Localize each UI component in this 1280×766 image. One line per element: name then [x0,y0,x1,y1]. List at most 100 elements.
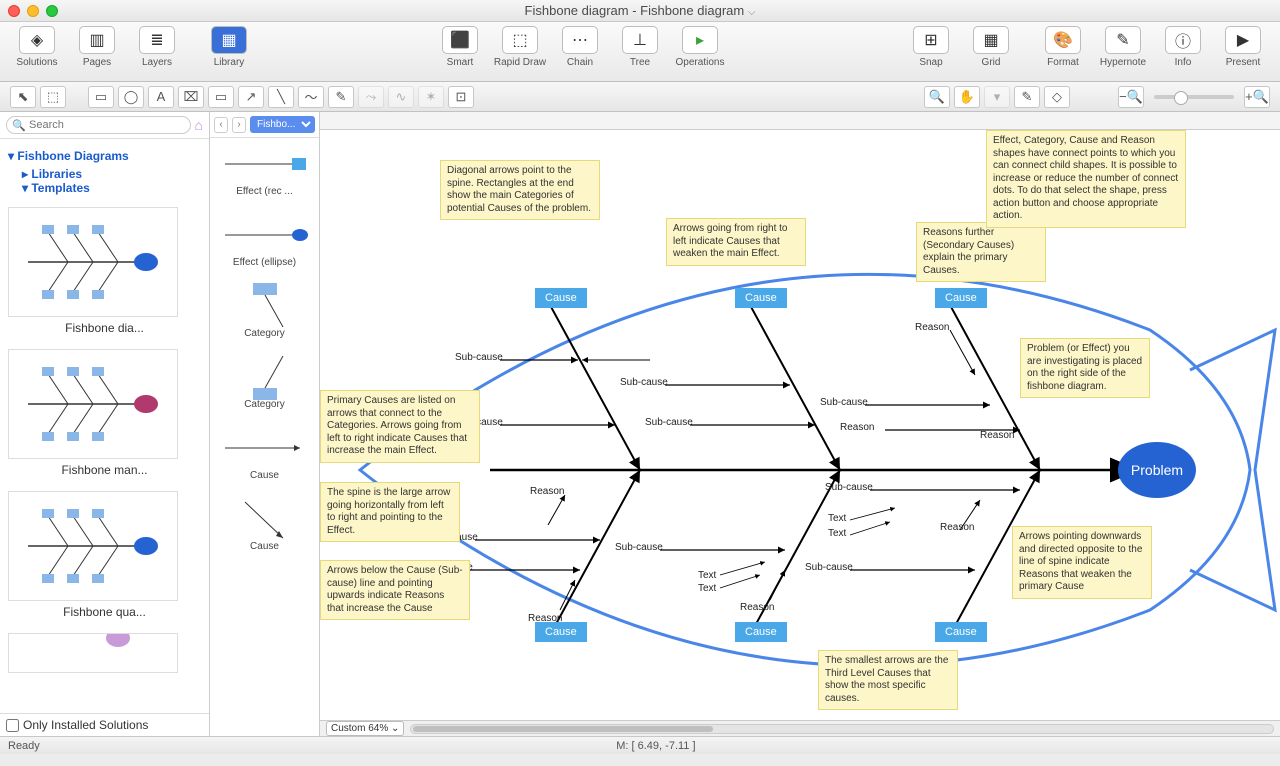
connector-tool[interactable]: ⤳ [358,86,384,108]
library-button[interactable]: ▦Library [202,26,256,68]
curve-tool[interactable]: 〜 [298,86,324,108]
note[interactable]: Diagonal arrows point to the spine. Rect… [440,160,600,220]
callout-tool[interactable]: ▭ [208,86,234,108]
pen-tool[interactable]: ✎ [328,86,354,108]
grid-button[interactable]: ▦ Grid [964,26,1018,68]
shape-toolbar: ⬉ ⬚ ▭ ◯ A ⌧ ▭ ↗ ╲ 〜 ✎ ⤳ ∿ ✶ ⊡ 🔍 ✋ ▾ ✎ ◇ … [0,82,1280,112]
eraser-tool[interactable]: ◇ [1044,86,1070,108]
cause-box[interactable]: Cause [935,622,987,642]
format-label: Format [1047,57,1079,68]
stencil-item[interactable]: Effect (ellipse) [214,215,315,268]
pan-tool[interactable]: ✋ [954,86,980,108]
zoom-in-button[interactable]: +🔍 [1244,86,1270,108]
reason-label: Reason [740,602,774,613]
cause-box[interactable]: Cause [735,622,787,642]
note[interactable]: Problem (or Effect) you are investigatin… [1020,338,1150,398]
rapid-draw-button[interactable]: ⬚Rapid Draw [493,26,547,68]
grid-icon: ▦ [973,26,1009,54]
note[interactable]: Effect, Category, Cause and Reason shape… [986,130,1186,228]
search-input[interactable] [6,116,191,134]
subcause-label: Sub-cause [820,397,868,408]
stencil-body: Effect (rec ... Effect (ellipse) Categor… [210,138,319,736]
snap-button[interactable]: ⊞ Snap [904,26,958,68]
arrow-tool[interactable]: ↗ [238,86,264,108]
format-button[interactable]: 🎨Format [1036,26,1090,68]
template-item[interactable]: Fishbone qua... [8,491,201,619]
stencil-item[interactable]: Category [214,286,315,339]
tree-button[interactable]: ⊥Tree [613,26,667,68]
stamp-tool[interactable]: ▾ [984,86,1010,108]
zoom-slider[interactable] [1154,95,1234,99]
ellipse-tool[interactable]: ◯ [118,86,144,108]
note[interactable]: Arrows pointing downwards and directed o… [1012,526,1152,599]
snap-icon: ⊞ [913,26,949,54]
smart-button[interactable]: ⬛Smart [433,26,487,68]
title-chevron-icon[interactable]: ⌵ [748,7,756,18]
hscrollbar-thumb[interactable] [413,726,713,732]
hypernote-button[interactable]: ✎Hypernote [1096,26,1150,68]
cause-box[interactable]: Cause [935,288,987,308]
cause-box[interactable]: Cause [735,288,787,308]
template-thumb [8,491,178,601]
stencil-forward-button[interactable]: › [232,117,246,133]
pointer-tool[interactable]: ⬉ [10,86,36,108]
template-item[interactable] [8,633,201,673]
note[interactable]: Primary Causes are listed on arrows that… [320,390,480,463]
canvas[interactable]: Cause Cause Cause Cause Cause Cause Prob… [320,112,1280,736]
stencil-item[interactable]: Cause [214,499,315,552]
operations-button[interactable]: ▸Operations [673,26,727,68]
info-icon: ⓘ [1165,26,1201,54]
only-installed-label: Only Installed Solutions [23,718,148,732]
info-button[interactable]: ⓘInfo [1156,26,1210,68]
problem-node[interactable]: Problem [1118,442,1196,498]
chain-button[interactable]: ⋯Chain [553,26,607,68]
pages-icon: ▥ [79,26,115,54]
rect-tool[interactable]: ▭ [88,86,114,108]
hscrollbar[interactable] [410,724,1274,734]
present-button[interactable]: ▶Present [1216,26,1270,68]
tree-root[interactable]: ▾ Fishbone Diagrams [8,149,201,163]
home-icon[interactable]: ⌂ [195,117,203,133]
note[interactable]: The spine is the large arrow going horiz… [320,482,460,542]
stencil-label: Category [214,328,315,339]
layers-button[interactable]: ≣Layers [130,26,184,68]
chain-icon: ⋯ [562,26,598,54]
stencil-selector[interactable]: Fishbo... [250,116,315,133]
grid-label: Grid [982,57,1001,68]
node-tool[interactable]: ✶ [418,86,444,108]
pages-button[interactable]: ▥Pages [70,26,124,68]
cause-box[interactable]: Cause [535,288,587,308]
crop-tool[interactable]: ⊡ [448,86,474,108]
note[interactable]: The smallest arrows are the Third Level … [818,650,958,710]
line-tool[interactable]: ╲ [268,86,294,108]
tree-templates[interactable]: ▾ Templates [22,181,201,195]
spline-tool[interactable]: ∿ [388,86,414,108]
stencil-shape [214,357,315,397]
template-item[interactable]: Fishbone man... [8,349,201,477]
stencil-back-button[interactable]: ‹ [214,117,228,133]
only-installed-checkbox[interactable] [6,719,19,732]
snap-label: Snap [919,57,942,68]
note[interactable]: Arrows going from right to left indicate… [666,218,806,266]
zoom-out-button[interactable]: −🔍 [1118,86,1144,108]
window-title-text: Fishbone diagram - Fishbone diagram [525,3,745,18]
template-item[interactable]: Fishbone dia... [8,207,201,335]
solutions-button[interactable]: ◈Solutions [10,26,64,68]
stencil-item[interactable]: Cause [214,428,315,481]
text-tool[interactable]: A [148,86,174,108]
zoom-select[interactable]: Custom 64% ⌄ [326,721,404,736]
cause-box[interactable]: Cause [535,622,587,642]
text-label: Text [828,513,846,524]
stencil-item[interactable]: Effect (rec ... [214,144,315,197]
canvas-inner[interactable]: Cause Cause Cause Cause Cause Cause Prob… [320,130,1280,720]
zoom-tool[interactable]: 🔍 [924,86,950,108]
stencil-label: Cause [214,470,315,481]
tree-libraries[interactable]: ▸ Libraries [22,167,201,181]
select-tool[interactable]: ⬚ [40,86,66,108]
note[interactable]: Reasons further (Secondary Causes) expla… [916,222,1046,282]
stencil-item[interactable]: Category [214,357,315,410]
note[interactable]: Arrows below the Cause (Sub-cause) line … [320,560,470,620]
stencil-shape [214,499,315,539]
eyedropper-tool[interactable]: ✎ [1014,86,1040,108]
textbox-tool[interactable]: ⌧ [178,86,204,108]
